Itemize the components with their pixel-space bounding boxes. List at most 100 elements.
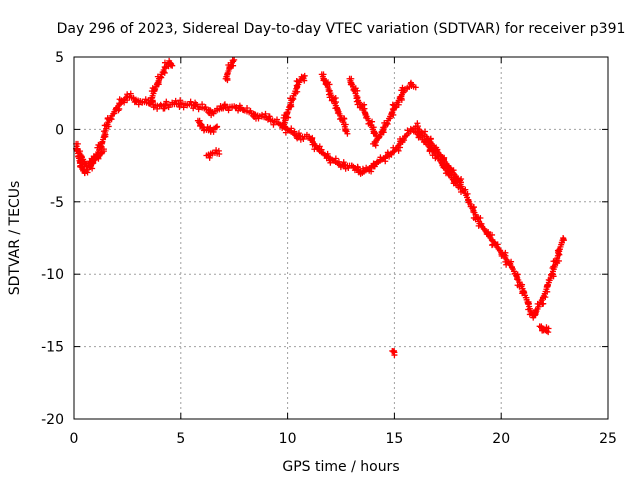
data-point <box>374 158 381 165</box>
data-point <box>300 136 307 143</box>
data-point <box>354 87 361 94</box>
data-point <box>400 89 407 96</box>
data-point <box>284 110 291 117</box>
data-point <box>521 289 528 295</box>
data-point <box>309 135 316 142</box>
data-point <box>197 120 204 127</box>
data-point <box>180 104 187 111</box>
data-point <box>187 98 194 105</box>
data-point <box>90 160 97 167</box>
data-point <box>332 155 339 162</box>
data-point <box>266 113 273 120</box>
data-point <box>369 118 376 125</box>
data-point <box>478 220 485 227</box>
data-point <box>135 101 142 108</box>
data-point <box>84 169 91 176</box>
data-point <box>434 146 441 153</box>
data-point <box>325 88 332 95</box>
data-point <box>344 130 351 137</box>
data-point <box>560 235 567 241</box>
data-point <box>324 150 331 157</box>
data-point <box>401 137 408 144</box>
data-point <box>320 75 327 82</box>
series-branch-16-18 <box>412 129 462 191</box>
data-point <box>437 152 444 159</box>
data-point <box>462 186 469 193</box>
data-point <box>439 159 446 166</box>
data-point <box>244 104 251 111</box>
data-point <box>288 125 295 132</box>
series-arc-13-14 <box>346 75 381 142</box>
data-point <box>376 134 383 141</box>
data-point <box>101 133 108 140</box>
plot-frame <box>73 56 609 420</box>
data-point <box>296 132 303 139</box>
x-tick-label: 25 <box>599 431 617 447</box>
data-point <box>371 163 378 170</box>
y-tick-label: -20 <box>41 412 64 428</box>
data-point <box>452 179 459 186</box>
data-point <box>155 81 162 88</box>
data-point <box>345 164 352 171</box>
data-point <box>224 77 231 84</box>
series-arc-11.5-12.5 <box>318 71 351 137</box>
data-point <box>161 59 168 66</box>
data-point <box>550 271 557 278</box>
series-early-lower <box>75 146 107 171</box>
series-rise-7.5 <box>222 56 238 84</box>
x-axis-label: GPS time / hours <box>282 459 399 475</box>
data-point <box>127 90 134 97</box>
data-point <box>216 151 223 158</box>
data-point <box>390 348 397 355</box>
y-tick-labels: -20 -15 -10 -5 0 5 <box>41 50 64 428</box>
data-point <box>158 74 165 81</box>
data-point <box>210 128 217 135</box>
data-point <box>347 79 354 86</box>
data-point <box>163 98 170 105</box>
data-point <box>380 129 387 136</box>
data-point <box>78 153 85 160</box>
data-point <box>231 56 238 63</box>
data-point <box>372 139 379 146</box>
data-point <box>341 161 348 168</box>
data-point <box>353 95 360 102</box>
data-points <box>72 56 567 359</box>
data-point <box>341 115 348 122</box>
data-point <box>348 80 355 87</box>
data-point <box>342 165 349 172</box>
data-point <box>540 300 547 307</box>
data-point <box>414 123 421 130</box>
data-point <box>149 94 156 101</box>
data-point <box>395 147 402 154</box>
data-point <box>294 88 301 95</box>
data-point <box>318 146 325 153</box>
data-point <box>151 86 158 93</box>
data-point <box>357 170 364 177</box>
data-point <box>329 157 336 164</box>
data-point <box>214 123 221 130</box>
data-point <box>169 62 176 69</box>
data-point <box>213 147 220 154</box>
series-patch-6.3 <box>194 117 221 135</box>
data-point <box>477 214 484 221</box>
data-point <box>398 93 405 100</box>
data-point <box>224 71 231 78</box>
y-axis-label: SDTVAR / TECUs <box>7 181 23 296</box>
data-point <box>391 349 398 356</box>
series-arc-14-15.5 <box>370 79 419 149</box>
data-point <box>282 124 289 131</box>
data-point <box>341 126 348 133</box>
series-tail-22.5-23 <box>536 323 552 336</box>
data-point <box>285 127 292 134</box>
data-point <box>556 246 563 253</box>
chart-title: Day 296 of 2023, Sidereal Day-to-day VTE… <box>57 21 626 37</box>
data-point <box>384 120 391 127</box>
data-point <box>524 300 531 307</box>
data-point <box>198 121 205 128</box>
data-point <box>544 282 551 289</box>
data-point <box>309 141 316 148</box>
x-tick-label: 5 <box>176 431 185 447</box>
data-point <box>465 197 472 204</box>
data-point <box>165 104 172 111</box>
